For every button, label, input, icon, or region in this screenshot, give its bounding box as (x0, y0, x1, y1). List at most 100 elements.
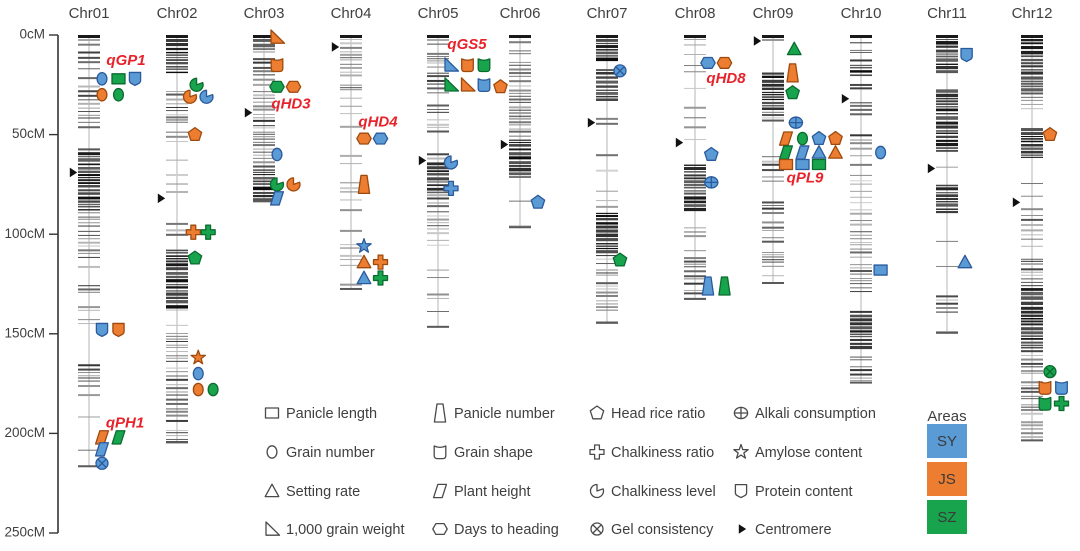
marker-plant-height-icon (94, 442, 110, 457)
qtl-label: qHD3 (271, 96, 311, 113)
qtl-label: qGS5 (447, 36, 487, 53)
centromere-icon (500, 139, 509, 150)
axis-tick-label: 250cM (4, 525, 45, 540)
marker-chalkiness-level-icon (199, 89, 214, 104)
legend-panicle-length-icon (264, 407, 280, 419)
chromosome-title: Chr05 (418, 5, 459, 22)
legend-item-label: Plant height (454, 484, 531, 500)
marker-panicle-length-icon (111, 73, 126, 85)
marker-gel-consistency-icon (613, 64, 627, 78)
legend-item-gel-consistency: Gel consistency (590, 522, 714, 538)
legend-gel-consistency-icon (590, 522, 604, 536)
chromosome-ideogram (684, 35, 706, 300)
legend-days-to-heading-icon (432, 522, 448, 536)
centromere-icon (841, 93, 850, 104)
centromere-icon (69, 167, 78, 178)
chromosome-title: Chr11 (927, 5, 967, 22)
legend-item-panicle-number: Panicle number (433, 403, 555, 423)
chromosome-chr10: Chr10 (841, 5, 888, 384)
marker-grain-number-icon (96, 87, 108, 102)
chromosome-title: Chr04 (331, 5, 372, 22)
marker-chalkiness-ratio-icon (372, 254, 389, 270)
marker-head-rice-ratio-icon (703, 146, 719, 161)
marker-head-rice-ratio-icon (1042, 126, 1058, 142)
legend-item-grain-shape: Grain shape (433, 445, 533, 461)
chromosome-ideogram (762, 35, 784, 284)
axis-tick-label: 0cM (19, 27, 45, 42)
marker-grain-number-icon (112, 87, 125, 102)
legend-item-label: Setting rate (286, 484, 360, 500)
chromosome-chr02: Chr02 (157, 5, 219, 444)
chromosome-title: Chr06 (500, 5, 541, 22)
centromere-icon (418, 155, 427, 166)
legend-alkali-consumption-icon (733, 406, 749, 420)
chromosome-title: Chr01 (69, 5, 110, 22)
marker-days-to-heading-icon (716, 56, 733, 69)
legend-item-grain-weight: 1,000 grain weight (265, 521, 405, 538)
legend-item-grain-number: Grain number (266, 445, 375, 461)
trait-legend: Panicle length Grain number Setting rate 1,… (264, 403, 876, 538)
marker-plant-height-icon (795, 145, 810, 160)
marker-grain-weight-icon (444, 77, 460, 92)
legend-centromere-icon (738, 524, 747, 534)
qtl-label: qHD4 (358, 114, 398, 131)
marker-grain-shape-icon (1038, 380, 1052, 395)
marker-chalkiness-ratio-icon (185, 224, 201, 240)
chromosome-ideogram (596, 35, 618, 324)
y-axis: 0cM 50cM 100cM 150cM 200cM 250cM (4, 27, 59, 540)
marker-amylose-content-icon (356, 238, 372, 253)
legend-item-setting-rate: Setting rate (264, 483, 360, 500)
marker-grain-shape-icon (477, 78, 491, 93)
legend-item-label: Gel consistency (611, 522, 714, 538)
legend-chalkiness-level-icon (589, 483, 605, 499)
legend-item-label: Chalkiness level (611, 484, 716, 500)
marker-setting-rate-icon (957, 254, 973, 269)
area-swatch-JS (927, 462, 967, 496)
chromosome-title: Chr12 (1012, 5, 1053, 22)
marker-panicle-length-icon (811, 158, 827, 171)
marker-plant-height-icon (778, 131, 794, 146)
marker-alkali-consumption-icon (704, 176, 719, 189)
marker-setting-rate-icon (356, 254, 372, 269)
marker-panicle-number-icon (357, 174, 371, 195)
qtl-label: qGP1 (106, 52, 145, 69)
chromosome-title: Chr07 (587, 5, 628, 22)
legend-item-label: Panicle length (286, 406, 377, 422)
legend-plant-height-icon (432, 483, 448, 499)
marker-chalkiness-ratio-icon (1053, 395, 1070, 412)
chromosome-chr05: Chr05 qGS5 (418, 5, 508, 328)
chromosome-chr03: Chr03 qHD3 (244, 5, 311, 206)
marker-chalkiness-ratio-icon (443, 180, 459, 197)
chromosome-chr08: Chr08 qHD8 (675, 5, 746, 300)
qtl-label: qHD8 (706, 70, 746, 87)
chromosome-chr04: Chr04 qHD4 (331, 5, 398, 290)
marker-chalkiness-ratio-icon (200, 224, 216, 240)
legend-item-amylose-content: Amylose content (733, 443, 862, 461)
marker-grain-shape-icon (477, 58, 491, 73)
qtl-label: qPH1 (106, 414, 144, 431)
marker-panicle-length-icon (795, 158, 810, 171)
legend-item-label: Panicle number (454, 406, 555, 422)
chromosome-title: Chr03 (244, 5, 285, 22)
marker-setting-rate-icon (828, 145, 843, 159)
marker-grain-weight-icon (460, 77, 476, 92)
legend-protein-content-icon (734, 483, 748, 499)
legend-grain-shape-icon (433, 445, 447, 460)
centromere-icon (753, 36, 762, 46)
chromosome-ideogram (166, 35, 188, 444)
axis-tick-label: 150cM (4, 325, 45, 340)
marker-plant-height-icon (269, 191, 285, 206)
legend-item-centromere: Centromere (738, 522, 832, 538)
marker-gel-consistency-icon (95, 456, 109, 470)
marker-plant-height-icon (94, 430, 110, 445)
legend-item-protein-content: Protein content (734, 483, 853, 500)
marker-grain-number-icon (192, 382, 204, 397)
legend-grain-weight-icon (265, 521, 281, 536)
marker-chalkiness-level-icon (189, 77, 204, 92)
marker-head-rice-ratio-icon (811, 130, 827, 146)
marker-chalkiness-level-icon (269, 177, 285, 192)
marker-setting-rate-icon (811, 145, 827, 159)
marker-setting-rate-icon (356, 270, 372, 285)
area-swatch-SZ (927, 500, 967, 534)
area-swatch-label: SZ (937, 509, 956, 526)
